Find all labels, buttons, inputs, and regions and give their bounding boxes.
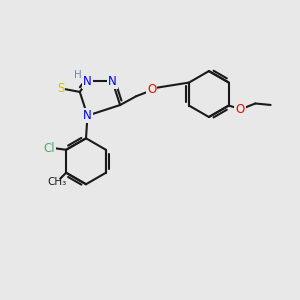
Text: S: S <box>57 82 64 95</box>
Text: CH₃: CH₃ <box>47 177 66 187</box>
Text: N: N <box>108 75 117 88</box>
Text: Cl: Cl <box>43 142 55 155</box>
Text: O: O <box>147 83 156 96</box>
Text: N: N <box>83 75 92 88</box>
Text: H: H <box>74 70 82 80</box>
Text: O: O <box>235 103 244 116</box>
Text: N: N <box>83 109 92 122</box>
